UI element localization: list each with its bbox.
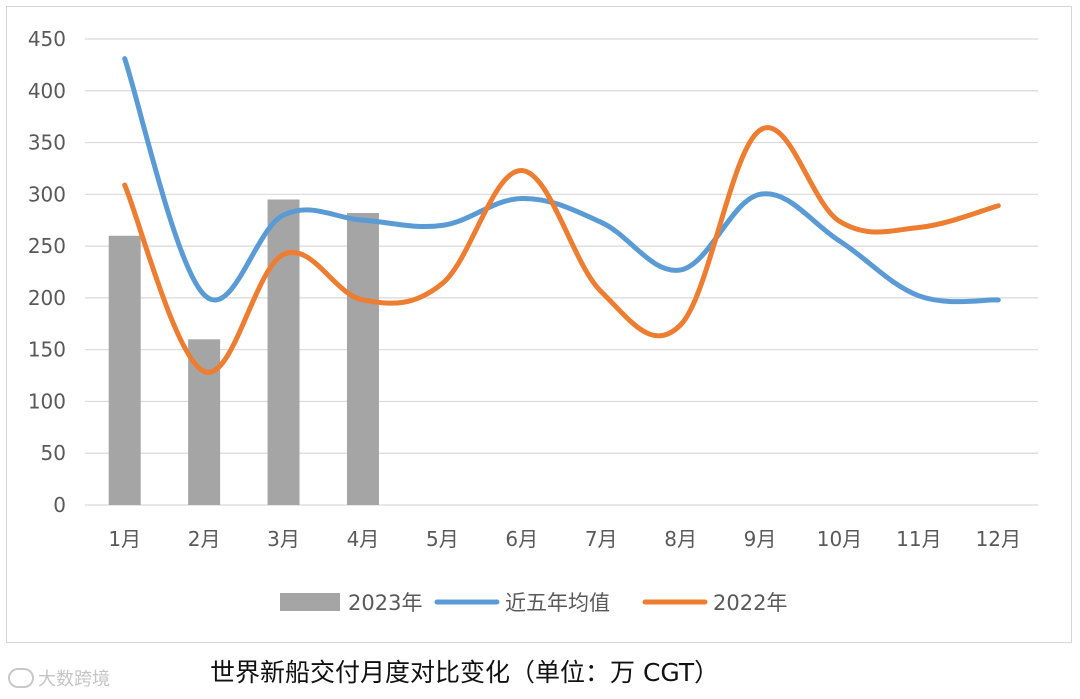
x-tick-label-7: 7月	[585, 527, 618, 551]
x-tick-label-1: 1月	[108, 527, 141, 551]
y-axis-tick-labels: 0 50 100 150 200 250 300 350 400 450	[28, 27, 66, 517]
y-tick-label-250: 250	[28, 234, 66, 258]
bar-2023-1	[108, 235, 141, 505]
legend-2022-label: 2022年	[713, 591, 787, 615]
x-axis-tick-labels: 1月 2月 3月 4月 5月 6月 7月 8月 9月 10月 11月 12月	[108, 527, 1021, 551]
watermark: 大数跨境	[8, 665, 110, 691]
y-tick-label-50: 50	[41, 441, 66, 465]
legend-2023-label: 2023年	[348, 591, 422, 615]
line-series	[122, 56, 1001, 375]
x-tick-label-4: 4月	[347, 527, 380, 551]
bar-2023-3	[267, 199, 300, 505]
bar-2023-2	[188, 339, 221, 505]
y-tick-label-450: 450	[28, 27, 66, 51]
y-tick-label-200: 200	[28, 286, 66, 310]
x-tick-label-6: 6月	[505, 527, 538, 551]
y-tick-label-150: 150	[28, 338, 66, 362]
x-tick-label-8: 8月	[664, 527, 697, 551]
chart-caption: 世界新船交付月度对比变化（单位：万 CGT）	[210, 658, 720, 687]
x-tick-label-2: 2月	[188, 527, 221, 551]
chart-frame	[6, 6, 1072, 643]
bar-series-2023	[108, 199, 379, 505]
y-tick-label-300: 300	[28, 182, 66, 206]
x-tick-label-11: 11月	[896, 527, 941, 551]
legend-five-year-average-label: 近五年均值	[505, 591, 610, 615]
x-tick-label-9: 9月	[744, 527, 777, 551]
line-2022	[122, 125, 1001, 375]
watermark-text: 大数跨境	[38, 669, 110, 690]
x-tick-label-5: 5月	[426, 527, 459, 551]
grid-lines	[85, 38, 1038, 506]
legend: 2023年 近五年均值 2022年	[280, 591, 787, 615]
y-tick-label-400: 400	[28, 79, 66, 103]
x-tick-label-10: 10月	[817, 527, 862, 551]
chart: 0 50 100 150 200 250 300 350 400 450 1月 2月 3月 4月 5月 6月…	[28, 27, 1038, 615]
legend-2023-swatch	[280, 593, 340, 611]
y-tick-label-0: 0	[53, 493, 66, 517]
line-five-year-average	[122, 56, 1001, 305]
watermark-logo-icon	[8, 668, 34, 688]
x-tick-label-12: 12月	[976, 527, 1021, 551]
y-tick-label-100: 100	[28, 389, 66, 413]
x-tick-label-3: 3月	[267, 527, 300, 551]
y-tick-label-350: 350	[28, 131, 66, 155]
bar-2023-4	[346, 212, 379, 505]
